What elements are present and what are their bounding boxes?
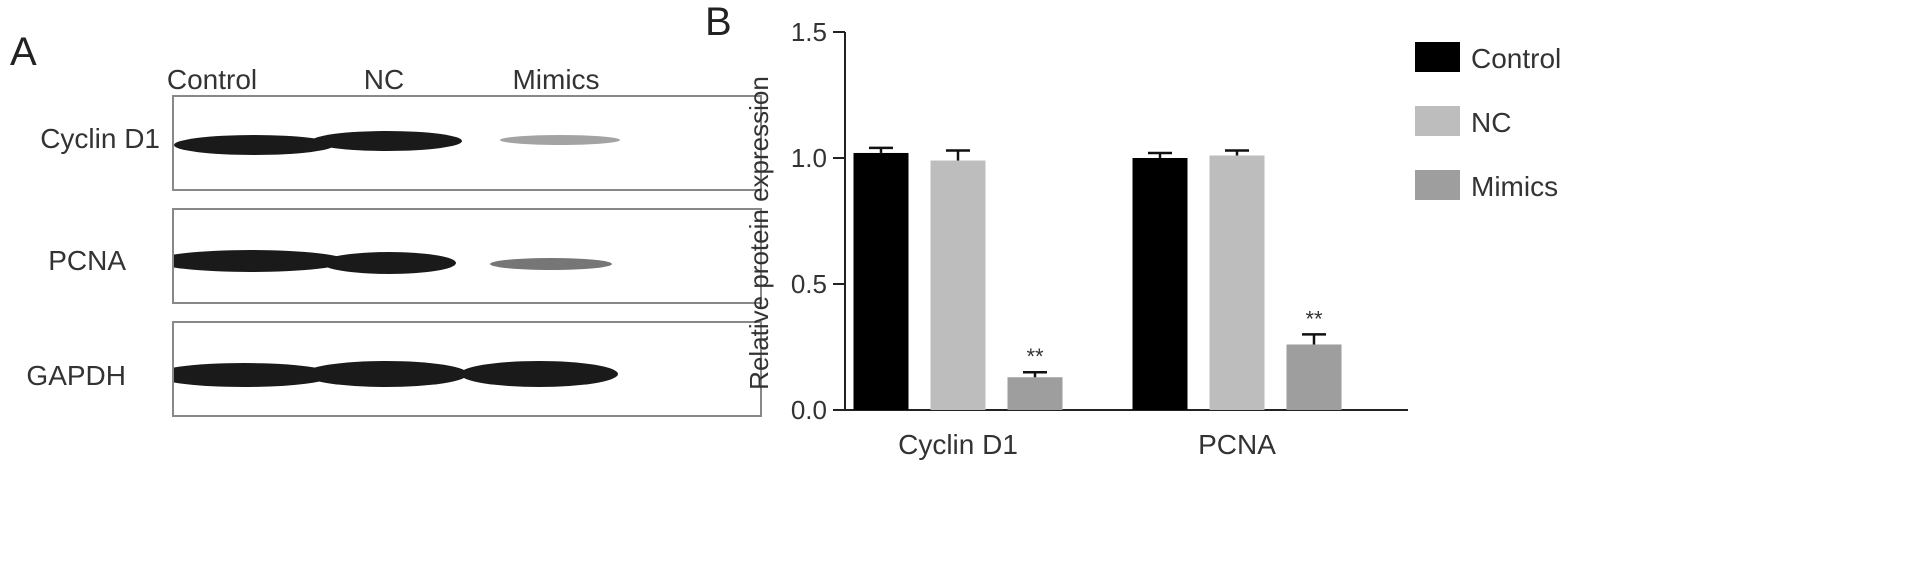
legend-label-mimics: Mimics (1471, 171, 1558, 202)
bar-mimics-0 (1007, 377, 1063, 410)
band-cyclin-d1-control (174, 135, 334, 155)
chart-axes: 0.0 0.5 1.0 1.5 Relative protein expression C… (744, 17, 1408, 460)
bar-control-1 (1132, 158, 1188, 410)
legend-swatch-nc (1415, 106, 1460, 136)
chart-bars: ** ** (853, 146, 1342, 410)
y-tick-label: 1.0 (791, 143, 827, 173)
y-tick-label: 1.5 (791, 17, 827, 47)
lane-label-mimics: Mimics (512, 64, 600, 95)
band-cyclin-d1-mimics (500, 135, 620, 145)
blot-gapdh (172, 321, 762, 417)
y-axis-title: Relative protein expression (744, 76, 774, 390)
significance-label: ** (1026, 344, 1044, 369)
lane-label-nc: NC (363, 64, 405, 95)
row-label-pcna: PCNA (48, 245, 126, 276)
x-tick-label: PCNA (1198, 429, 1276, 460)
bar-control-0 (853, 152, 909, 410)
legend-label-nc: NC (1471, 107, 1511, 138)
panel-b-letter: B (705, 0, 732, 44)
blot-cyclin-d1 (172, 95, 762, 191)
legend-swatch-control (1415, 42, 1460, 72)
blot-pcna (172, 208, 762, 304)
significance-label: ** (1305, 306, 1323, 331)
y-tick-label: 0.0 (791, 395, 827, 425)
bar-nc-0 (930, 160, 986, 410)
lane-label-control: Control (166, 64, 258, 95)
row-label-cyclin-d1: Cyclin D1 (40, 123, 160, 154)
chart-legend: Control NC Mimics (1415, 42, 1561, 202)
panel-a-letter: A (10, 30, 37, 74)
band-pcna-mimics (490, 258, 612, 270)
legend-swatch-mimics (1415, 170, 1460, 200)
x-tick-label: Cyclin D1 (898, 429, 1018, 460)
band-pcna-control (174, 250, 346, 272)
band-pcna-nc (322, 252, 456, 274)
band-gapdh-mimics (460, 361, 618, 387)
band-gapdh-nc (304, 361, 468, 387)
band-cyclin-d1-nc (312, 131, 462, 151)
row-label-gapdh: GAPDH (26, 360, 126, 391)
y-tick-label: 0.5 (791, 269, 827, 299)
bar-mimics-1 (1286, 344, 1342, 410)
bar-nc-1 (1209, 155, 1265, 410)
legend-label-control: Control (1471, 43, 1561, 74)
